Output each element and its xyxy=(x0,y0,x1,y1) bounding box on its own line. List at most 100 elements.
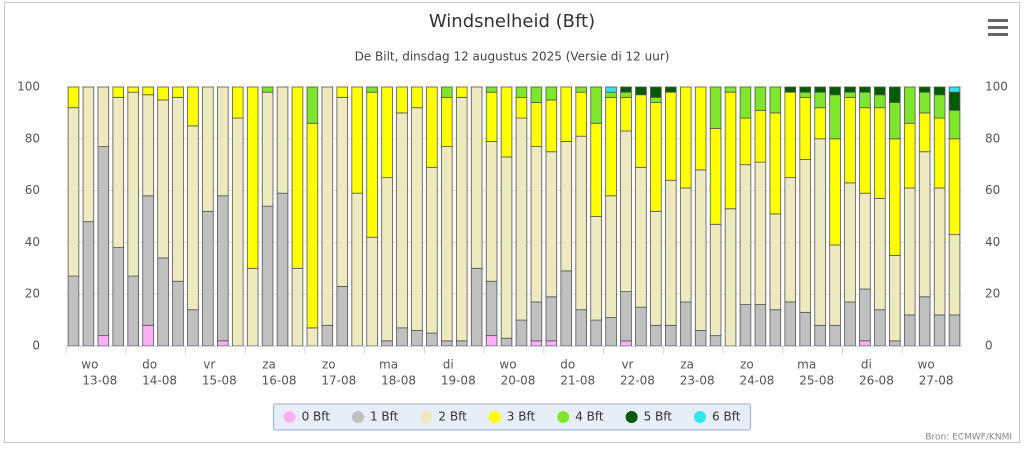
bar-segment xyxy=(157,86,169,101)
bar-segment xyxy=(321,86,334,326)
bar-segment xyxy=(366,236,378,347)
legend-item[interactable]: 1 Bft xyxy=(351,410,399,424)
x-tick-date: 25-08 xyxy=(799,374,834,388)
bar-segment xyxy=(470,86,483,269)
bar-segment xyxy=(291,86,304,269)
bar-segment xyxy=(874,309,886,347)
bar-segment xyxy=(575,86,587,93)
bar-segment xyxy=(515,117,528,321)
x-tick-date: 19-08 xyxy=(441,374,476,388)
bar-segment xyxy=(829,94,841,140)
bar-segment xyxy=(605,317,617,347)
y-tick-label: 60 xyxy=(25,183,40,197)
bar-segment xyxy=(455,340,468,347)
bar-segment xyxy=(545,340,558,347)
y-tick-label: 80 xyxy=(25,131,40,145)
bar-segment xyxy=(411,86,423,109)
bar-segment xyxy=(97,335,110,347)
bar-segment xyxy=(530,146,543,303)
bar-segment xyxy=(426,166,438,334)
bar-segment xyxy=(187,86,199,127)
bar-segment xyxy=(575,135,587,311)
bar-segment xyxy=(500,337,513,347)
bar-segment xyxy=(799,86,811,93)
bar-segment xyxy=(739,86,752,119)
legend-item[interactable]: 3 Bft xyxy=(488,410,536,424)
bar-segment xyxy=(455,96,468,342)
bar-segment xyxy=(157,257,169,347)
bar-segment xyxy=(231,117,244,347)
bar-segment xyxy=(859,340,871,347)
bar-segment xyxy=(112,96,125,248)
bar-segment xyxy=(679,301,692,347)
menu-bar xyxy=(988,26,1008,29)
bar-segment xyxy=(889,254,901,342)
bar-segment xyxy=(918,112,931,153)
bar-segment xyxy=(142,324,154,347)
bar-segment xyxy=(515,319,528,347)
bar-segment xyxy=(739,304,752,347)
bar-segment xyxy=(709,86,722,129)
bar-segment xyxy=(605,195,617,318)
bar-segment xyxy=(97,146,110,337)
y-tick-label: 0 xyxy=(32,339,40,353)
bar-segment xyxy=(709,223,722,337)
bar-segment xyxy=(784,301,797,347)
legend-marker xyxy=(283,411,296,423)
x-tick-date: 26-08 xyxy=(859,374,894,388)
bar-segment xyxy=(844,86,856,93)
bar-segment xyxy=(217,195,229,342)
bar-segment xyxy=(485,335,498,347)
legend-item[interactable]: 0 Bft xyxy=(283,410,331,424)
x-tick-date: 15-08 xyxy=(202,374,237,388)
legend-item[interactable]: 5 Bft xyxy=(625,410,673,424)
bar-segment xyxy=(530,301,543,342)
bar-segment xyxy=(874,86,886,96)
chart-title: Windsnelheid (Bft) xyxy=(429,11,595,32)
x-tick-date: 16-08 xyxy=(262,374,297,388)
bar-segment xyxy=(859,91,871,109)
bar-segment xyxy=(918,296,931,347)
bar-segment xyxy=(635,86,647,96)
bar-segment xyxy=(67,107,80,277)
x-tick-weekday: wo xyxy=(918,358,935,372)
bar-segment xyxy=(575,91,587,137)
legend-item[interactable]: 6 Bft xyxy=(694,410,741,424)
menu-button[interactable] xyxy=(988,19,1008,36)
y2-tick-label: 0 xyxy=(985,339,993,353)
bar-segment xyxy=(799,91,811,98)
bar-segment xyxy=(829,86,841,96)
bar-segment xyxy=(187,125,199,311)
x-tick-weekday: ma xyxy=(797,358,816,372)
bar-segment xyxy=(127,91,139,277)
bar-segment xyxy=(515,86,528,98)
bar-segment xyxy=(829,244,841,326)
bar-segment xyxy=(515,96,528,119)
bar-segment xyxy=(620,340,632,347)
bar-segment xyxy=(665,91,677,181)
bar-segment xyxy=(739,164,752,305)
bar-segment xyxy=(500,86,513,158)
bar-segment xyxy=(202,210,214,347)
bar-segment xyxy=(530,102,543,147)
bar-segment xyxy=(276,192,289,347)
bar-segment xyxy=(142,86,154,96)
legend-item[interactable]: 4 Bft xyxy=(557,410,604,424)
x-tick-weekday: zo xyxy=(322,358,336,372)
bar-segment xyxy=(724,208,737,347)
bar-segment xyxy=(769,112,782,215)
bar-segment xyxy=(784,91,797,179)
bar-segment xyxy=(261,91,274,207)
x-tick-weekday: za xyxy=(262,358,276,372)
bar-segment xyxy=(650,86,662,98)
bar-segment xyxy=(889,138,901,256)
legend-marker xyxy=(420,411,433,423)
bar-segment xyxy=(814,91,826,109)
bar-segment xyxy=(426,86,438,168)
legend-label: 3 Bft xyxy=(507,410,536,424)
legend-item[interactable]: 2 Bft xyxy=(420,410,467,424)
y2-tick-label: 100 xyxy=(985,80,1008,94)
bar-segment xyxy=(754,109,767,163)
bar-segment xyxy=(455,86,468,98)
